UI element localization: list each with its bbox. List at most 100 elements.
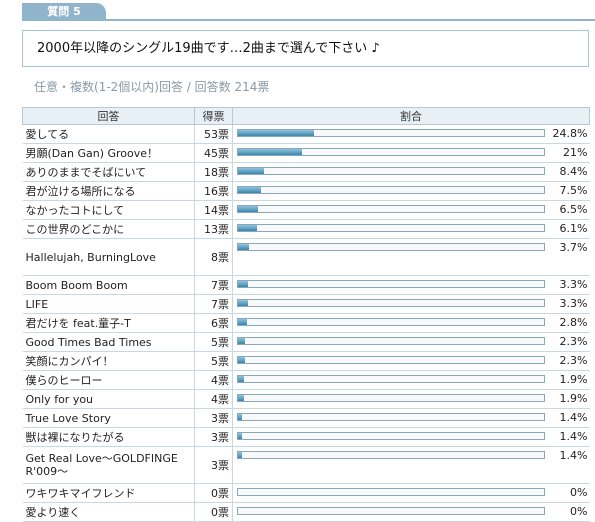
answer-cell: Only for you <box>22 389 195 409</box>
ratio-bar <box>237 413 545 421</box>
ratio-percent: 1.4% <box>559 430 588 443</box>
ratio-bar <box>237 488 545 496</box>
table-header-row: 回答 得票 割合 <box>22 107 590 125</box>
answer-meta: 任意・複数(1-2個以内)回答 / 回答数 214票 <box>34 80 270 94</box>
ratio-percent: 1.9% <box>559 392 588 405</box>
tab-underline <box>22 19 595 21</box>
ratio-percent: 2.8% <box>559 316 588 329</box>
votes-cell: 16票 <box>194 181 233 201</box>
ratio-bar-fill <box>238 414 243 420</box>
ratio-percent: 3.7% <box>559 241 588 254</box>
answer-cell: Get Real Love～GOLDFINGER'009～ <box>22 446 195 484</box>
ratio-bar <box>237 356 545 364</box>
ratio-cell: 2.3% <box>232 332 590 352</box>
results-table: 回答 得票 割合 愛してる 53票 24.8% 男願(Dan Gan) Groove！… <box>22 107 590 522</box>
ratio-percent: 2.3% <box>559 335 588 348</box>
ratio-bar-fill <box>238 433 243 439</box>
ratio-bar-fill <box>238 452 243 458</box>
ratio-cell: 0% <box>232 502 590 522</box>
answer-cell: ありのままでそばにいて <box>22 162 195 182</box>
ratio-percent: 6.1% <box>559 222 588 235</box>
ratio-percent: 0% <box>570 505 588 518</box>
table-row: 僕らのヒーロー 4票 1.9% <box>22 370 590 390</box>
ratio-bar <box>237 507 545 515</box>
answer-cell: 獣は裸になりたがる <box>22 427 195 447</box>
ratio-bar <box>237 224 545 232</box>
votes-cell: 0票 <box>194 483 233 503</box>
votes-cell: 8票 <box>194 238 233 276</box>
ratio-cell: 1.4% <box>232 427 590 447</box>
ratio-bar <box>237 337 545 345</box>
table-row: 笑顔にカンパイ！ 5票 2.3% <box>22 351 590 371</box>
results-body: 愛してる 53票 24.8% 男願(Dan Gan) Groove！ 45票 21% ありの… <box>22 124 590 522</box>
ratio-bar <box>237 167 545 175</box>
table-row: 君が泣ける場所になる 16票 7.5% <box>22 181 590 201</box>
ratio-percent: 0% <box>570 486 588 499</box>
ratio-cell: 6.5% <box>232 200 590 220</box>
ratio-cell: 24.8% <box>232 124 590 144</box>
ratio-cell: 2.3% <box>232 351 590 371</box>
ratio-bar-fill <box>238 130 314 136</box>
ratio-cell: 6.1% <box>232 219 590 239</box>
answer-cell: True Love Story <box>22 408 195 428</box>
ratio-bar <box>237 451 545 459</box>
answer-cell: 男願(Dan Gan) Groove！ <box>22 143 195 163</box>
table-row: Only for you 4票 1.9% <box>22 389 590 409</box>
ratio-cell: 2.8% <box>232 313 590 333</box>
votes-cell: 3票 <box>194 446 233 484</box>
ratio-cell: 7.5% <box>232 181 590 201</box>
ratio-cell: 3.7% <box>232 238 590 276</box>
table-row: Boom Boom Boom 7票 3.3% <box>22 275 590 295</box>
votes-cell: 7票 <box>194 294 233 314</box>
table-row: Hallelujah, BurningLove 8票 3.7% <box>22 238 590 276</box>
table-row: 男願(Dan Gan) Groove！ 45票 21% <box>22 143 590 163</box>
ratio-percent: 7.5% <box>559 184 588 197</box>
answer-cell: ワキワキマイフレンド <box>22 483 195 503</box>
answer-cell: 君が泣ける場所になる <box>22 181 195 201</box>
ratio-percent: 3.3% <box>559 297 588 310</box>
votes-cell: 14票 <box>194 200 233 220</box>
ratio-cell: 3.3% <box>232 294 590 314</box>
ratio-bar <box>237 186 545 194</box>
answer-cell: この世界のどこかに <box>22 219 195 239</box>
ratio-bar <box>237 299 545 307</box>
answer-cell: 愛より速く <box>22 502 195 522</box>
table-row: Get Real Love～GOLDFINGER'009～ 3票 1.4% <box>22 446 590 484</box>
table-row: 愛より速く 0票 0% <box>22 502 590 522</box>
table-row: 君だけを feat.童子-T 6票 2.8% <box>22 313 590 333</box>
table-row: ワキワキマイフレンド 0票 0% <box>22 483 590 503</box>
ratio-bar <box>237 318 545 326</box>
ratio-bar <box>237 394 545 402</box>
ratio-bar-fill <box>238 225 257 231</box>
table-row: LIFE 7票 3.3% <box>22 294 590 314</box>
ratio-cell: 1.9% <box>232 389 590 409</box>
ratio-cell: 3.3% <box>232 275 590 295</box>
ratio-bar-fill <box>238 395 244 401</box>
votes-cell: 5票 <box>194 351 233 371</box>
ratio-bar-fill <box>238 376 244 382</box>
answer-cell: Boom Boom Boom <box>22 275 195 295</box>
ratio-bar <box>237 280 545 288</box>
ratio-percent: 1.9% <box>559 373 588 386</box>
answer-cell: LIFE <box>22 294 195 314</box>
ratio-bar-fill <box>238 206 258 212</box>
table-row: Good Times Bad Times 5票 2.3% <box>22 332 590 352</box>
table-row: 獣は裸になりたがる 3票 1.4% <box>22 427 590 447</box>
answer-cell: 笑顔にカンパイ！ <box>22 351 195 371</box>
ratio-percent: 1.4% <box>559 411 588 424</box>
table-row: ありのままでそばにいて 18票 8.4% <box>22 162 590 182</box>
votes-cell: 18票 <box>194 162 233 182</box>
answer-cell: 僕らのヒーロー <box>22 370 195 390</box>
ratio-percent: 2.3% <box>559 354 588 367</box>
ratio-bar-fill <box>238 244 250 250</box>
votes-cell: 4票 <box>194 370 233 390</box>
ratio-percent: 6.5% <box>559 203 588 216</box>
question-tab: 質問 5 <box>22 3 106 20</box>
votes-cell: 45票 <box>194 143 233 163</box>
ratio-cell: 8.4% <box>232 162 590 182</box>
votes-cell: 4票 <box>194 389 233 409</box>
answer-cell: なかったコトにして <box>22 200 195 220</box>
ratio-bar <box>237 432 545 440</box>
table-row: 愛してる 53票 24.8% <box>22 124 590 144</box>
ratio-bar <box>237 375 545 383</box>
